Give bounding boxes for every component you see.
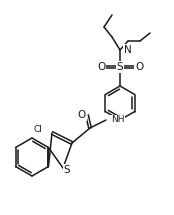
Text: S: S [117,62,123,72]
Text: O: O [78,110,86,120]
Text: NH: NH [111,115,125,124]
Text: N: N [124,45,132,55]
Text: O: O [135,62,143,72]
Text: Cl: Cl [34,124,42,134]
Text: O: O [97,62,105,72]
Text: S: S [64,165,70,175]
